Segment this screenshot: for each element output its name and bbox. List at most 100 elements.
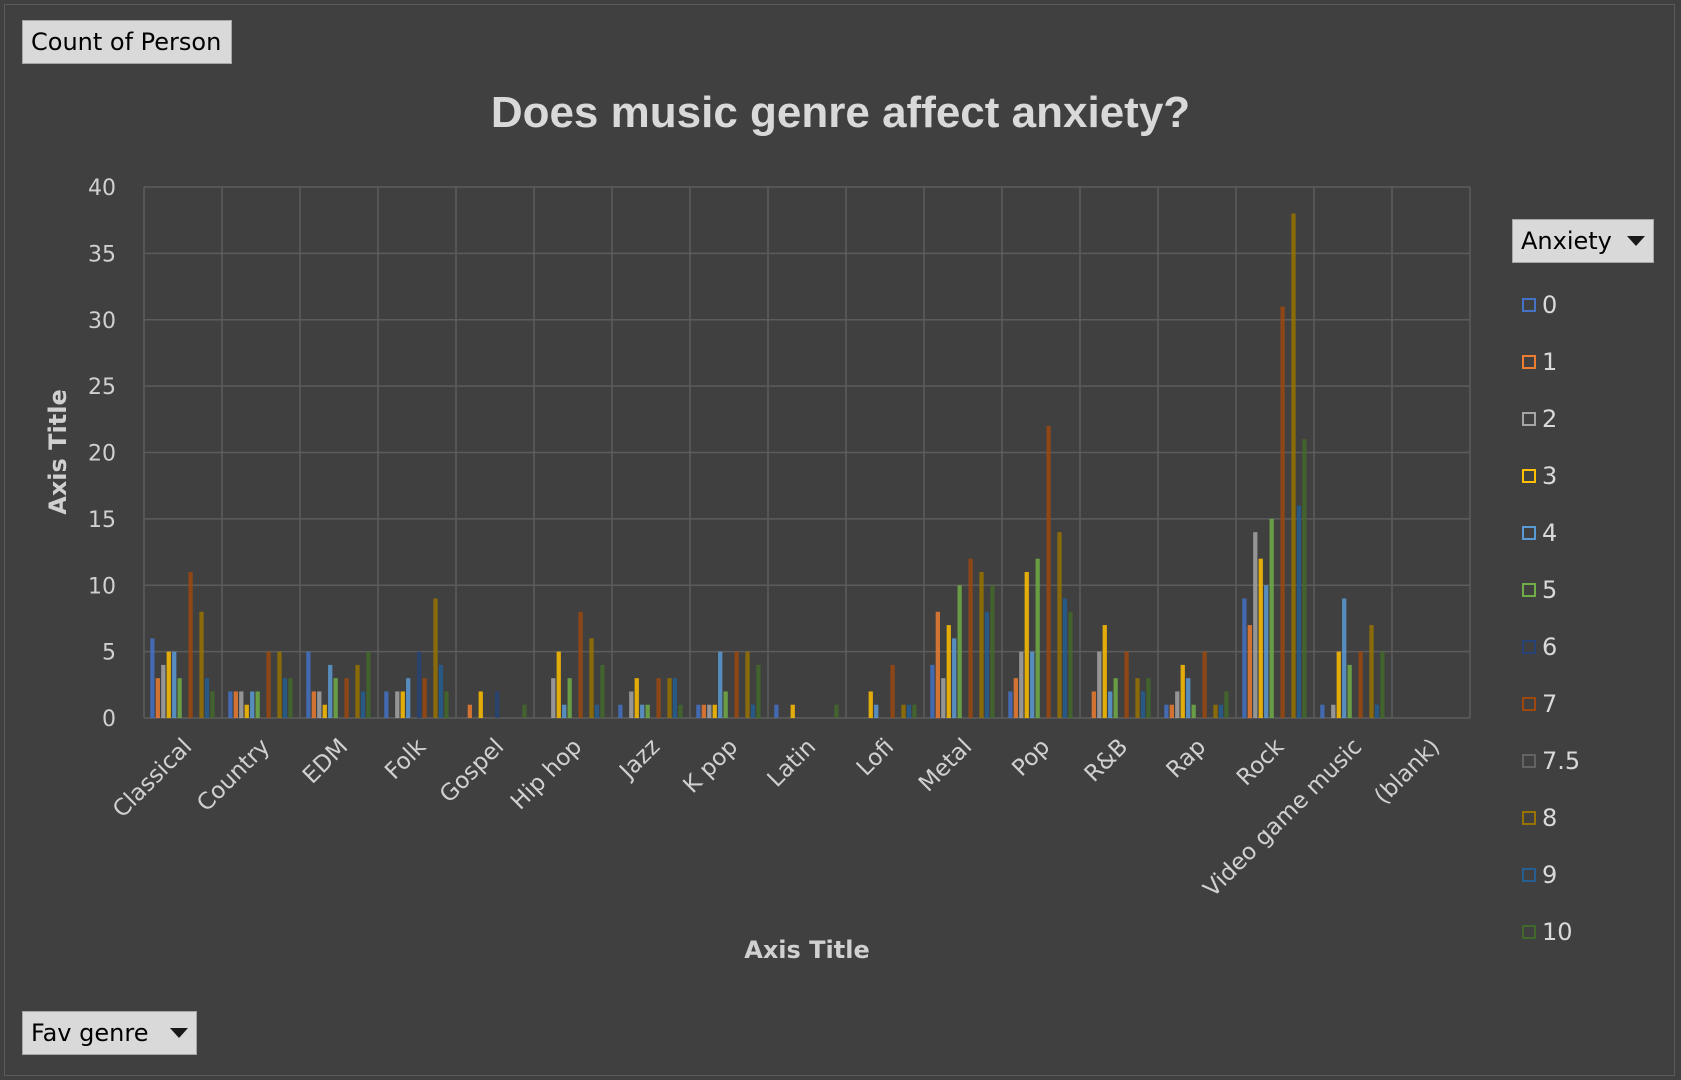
bar [1342,598,1347,718]
bar [150,638,155,718]
bar [556,651,561,718]
bar [1374,704,1380,718]
x-tick-label: Country [192,734,275,817]
x-tick-label: Classical [108,734,197,823]
bar [696,704,701,718]
legend-item: 0 [1522,276,1672,333]
bar [1264,585,1269,718]
bar [1380,651,1385,718]
bar [589,638,594,718]
bar [250,691,255,718]
legend-label: 10 [1542,917,1573,946]
bar [1242,598,1247,718]
bar [712,704,717,718]
legend-label: 3 [1542,461,1558,490]
fav-genre-filter-button[interactable]: Fav genre [22,1011,197,1055]
chart-frame [4,4,1675,1076]
bar [678,704,683,718]
bar [645,704,650,718]
bar [834,704,839,718]
count-of-person-button[interactable]: Count of Person [22,20,232,64]
bar [306,651,311,718]
bar [1164,704,1169,718]
bar [734,651,739,718]
legend-swatch [1522,924,1536,939]
bar [1302,439,1307,718]
bar [1140,691,1146,718]
bar [1019,651,1024,718]
legend-item: 5 [1522,561,1672,618]
legend-item: 10 [1522,903,1672,960]
bar [750,704,756,718]
x-tick-label: Folk [380,733,432,785]
bar [155,678,160,718]
bar [366,651,371,718]
bar [1320,704,1325,718]
bar [322,704,327,718]
bar [979,571,984,718]
bar [188,571,193,718]
anxiety-filter-button[interactable]: Anxiety [1512,219,1654,263]
bar [1008,691,1013,718]
bar [890,664,895,718]
bar [228,691,233,718]
bar [912,704,917,718]
legend-swatch [1522,696,1536,711]
legend-swatch [1522,639,1536,654]
legend-item: 8 [1522,789,1672,846]
bar [355,664,360,718]
bar [640,704,645,718]
bar [172,651,177,718]
bar [1258,558,1263,718]
bar [344,678,349,718]
bar [946,625,951,718]
bar [166,651,171,718]
bar [672,678,678,718]
legend-swatch [1522,582,1536,597]
bar [1186,678,1191,718]
bar [384,691,389,718]
bar [177,678,182,718]
x-tick-label: R&B [1080,734,1134,788]
x-tick-label: Video game music [1199,734,1368,903]
bar [288,678,293,718]
bar [210,691,215,718]
legend-swatch [1522,468,1536,483]
bar [1035,558,1040,718]
legend-swatch [1522,354,1536,369]
bar [968,558,973,718]
bar [723,691,728,718]
bar [906,704,912,718]
bar [957,585,962,718]
bar [1253,532,1258,718]
bar [282,678,288,718]
x-tick-label: Jazz [614,734,666,786]
bar [790,704,795,718]
legend-item: 4 [1522,504,1672,561]
bar [594,704,600,718]
bar [1218,704,1224,718]
bar [1358,651,1363,718]
bar [1108,691,1113,718]
bar [417,651,422,718]
bar [333,678,338,718]
legend-label: 7 [1542,689,1558,718]
legend-label: 6 [1542,632,1558,661]
bar [1030,651,1035,718]
y-tick-label: 25 [88,375,116,400]
bar [161,664,166,718]
bar [1124,651,1129,718]
bar [1247,625,1252,718]
bar [522,704,527,718]
bar [1169,704,1174,718]
bar [1024,571,1029,718]
bar [634,678,639,718]
legend-swatch [1522,411,1536,426]
bar [438,664,444,718]
x-tick-label: (blank) [1370,734,1446,810]
x-tick-label: Hip hop [506,734,587,815]
bar [1213,704,1218,718]
bar [495,691,500,718]
x-tick-label: Metal [914,734,977,797]
y-tick-label: 40 [88,176,116,201]
